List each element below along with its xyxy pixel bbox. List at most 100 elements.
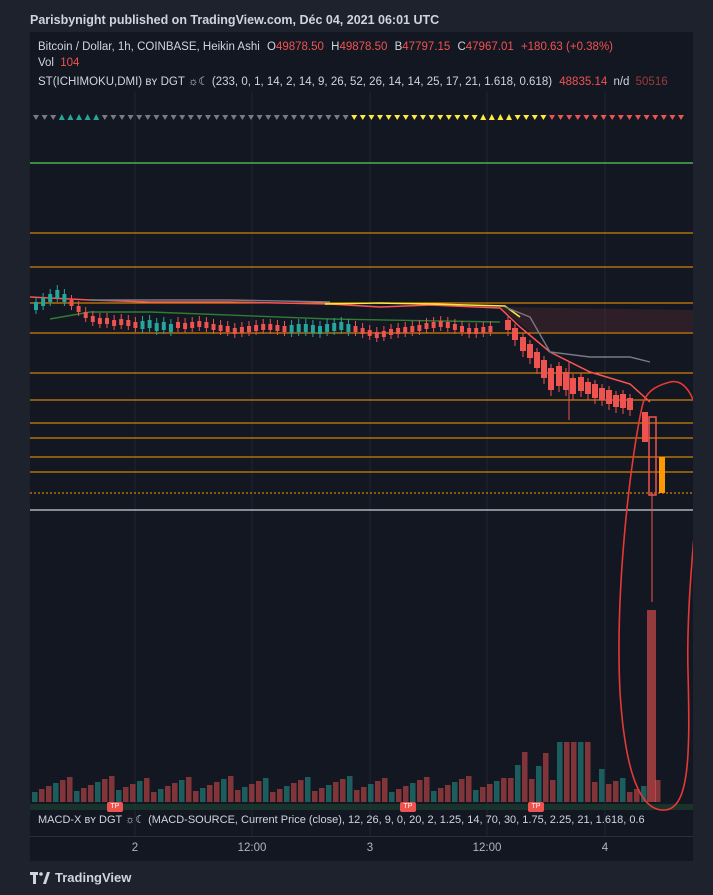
cloud-line xyxy=(49,311,501,323)
signal-triangle xyxy=(41,115,48,120)
candle-body xyxy=(460,326,464,332)
volume-bar xyxy=(543,753,549,802)
volume-value: 104 xyxy=(60,57,80,69)
volume-bar xyxy=(536,766,542,802)
signal-triangle xyxy=(506,114,512,120)
volume-bar xyxy=(256,781,262,802)
volume-bar xyxy=(207,785,213,802)
signal-triangle xyxy=(153,115,160,120)
candle-body xyxy=(247,326,251,332)
volume-bar xyxy=(620,778,626,802)
candle-body xyxy=(154,323,159,331)
signal-triangle xyxy=(540,115,547,120)
macd-legend: MACD-X ʙʏ DGT ☼☾ (MACD-SOURCE, Current P… xyxy=(38,814,645,826)
candle-body xyxy=(183,323,188,329)
candle-body xyxy=(613,395,619,407)
signal-triangle xyxy=(420,115,426,120)
volume-bar xyxy=(340,779,346,802)
footer-brand-label: TradingView xyxy=(55,870,132,885)
annotation-circle xyxy=(618,380,693,811)
candle-body xyxy=(410,326,415,332)
volume-bar xyxy=(333,782,339,802)
candle-body xyxy=(563,372,569,390)
chart-canvas[interactable] xyxy=(30,32,693,860)
signal-triangle xyxy=(394,115,401,120)
signal-triangle xyxy=(222,115,229,120)
candle-body xyxy=(548,368,554,390)
signal-triangle xyxy=(76,114,82,120)
signal-triangle xyxy=(230,115,237,120)
volume-legend: Vol 104 xyxy=(38,57,79,69)
volume-bar xyxy=(473,790,479,802)
signal-triangle xyxy=(652,115,659,120)
volume-bar xyxy=(613,781,619,802)
volume-bar xyxy=(109,776,115,802)
tradingview-logo-icon xyxy=(30,871,50,884)
signal-triangle xyxy=(574,115,581,120)
volume-bar xyxy=(445,785,451,802)
indicator-value-2: 50516 xyxy=(635,76,668,88)
volume-bar xyxy=(186,777,192,802)
candle-body xyxy=(396,328,401,334)
candle-body xyxy=(424,323,429,329)
volume-bar xyxy=(116,790,122,802)
time-axis[interactable]: 2 12:00 3 12:00 4 xyxy=(30,836,693,861)
signal-triangle xyxy=(84,114,91,120)
signal-triangle xyxy=(635,115,641,120)
volume-bar xyxy=(655,780,661,802)
volume-bar xyxy=(508,778,514,802)
tp-marker: TP xyxy=(528,802,544,812)
candle-body xyxy=(325,324,330,332)
candle-body xyxy=(339,322,344,330)
high-value: 49878.50 xyxy=(339,41,388,53)
signal-triangle xyxy=(144,115,151,120)
price-chart[interactable]: Bitcoin / Dollar, 1h, COINBASE, Heikin A… xyxy=(30,32,693,860)
candle-body xyxy=(126,320,131,326)
close-label: C xyxy=(457,41,466,53)
signal-triangle xyxy=(660,115,667,120)
candle-body xyxy=(541,360,547,378)
candle-body xyxy=(112,320,117,326)
volume-bar xyxy=(221,779,227,802)
volume-bar xyxy=(305,777,311,802)
volume-bar xyxy=(235,790,241,802)
signal-triangle xyxy=(514,115,521,120)
candle-body xyxy=(90,316,95,322)
signal-triangle xyxy=(488,114,495,120)
baseline-line xyxy=(30,296,651,403)
candle-body xyxy=(367,330,372,336)
footer-brand[interactable]: TradingView xyxy=(30,870,131,885)
volume-bar xyxy=(592,782,598,802)
candle-body xyxy=(570,378,576,394)
signal-triangle xyxy=(377,115,383,120)
candle-body xyxy=(445,322,450,328)
candle-body xyxy=(431,322,436,328)
volume-bar xyxy=(130,784,136,802)
candle-body xyxy=(76,306,81,312)
indicator-legend: ST(ICHIMOKU,DMI) ʙʏ DGT ☼☾ (233, 0, 1, 1… xyxy=(38,74,668,88)
candle-body xyxy=(204,322,209,328)
signal-triangle xyxy=(282,115,289,120)
candle-body xyxy=(83,312,88,318)
signal-triangle xyxy=(342,115,349,120)
volume-bar xyxy=(60,780,66,802)
indicator-value: 48835.14 xyxy=(559,76,608,88)
candle-body xyxy=(296,324,301,332)
signal-triangle xyxy=(523,115,530,120)
volume-bar xyxy=(74,791,80,802)
tp-marker: TP xyxy=(107,802,123,812)
signal-triangle xyxy=(549,115,555,120)
signal-triangle xyxy=(480,114,487,120)
volume-bar xyxy=(298,780,304,802)
candle-body xyxy=(606,390,612,404)
indicator-name: ST(ICHIMOKU,DMI) ʙʏ DGT ☼☾ (233, 0, 1, 1… xyxy=(38,76,553,88)
signal-triangle xyxy=(411,115,418,120)
candle-body xyxy=(381,331,386,337)
candle-body xyxy=(481,327,486,333)
volume-bar xyxy=(501,778,507,802)
x-tick: 12:00 xyxy=(237,842,267,854)
volume-bar xyxy=(431,791,437,802)
signal-triangle xyxy=(497,114,504,120)
volume-bar xyxy=(515,765,521,802)
